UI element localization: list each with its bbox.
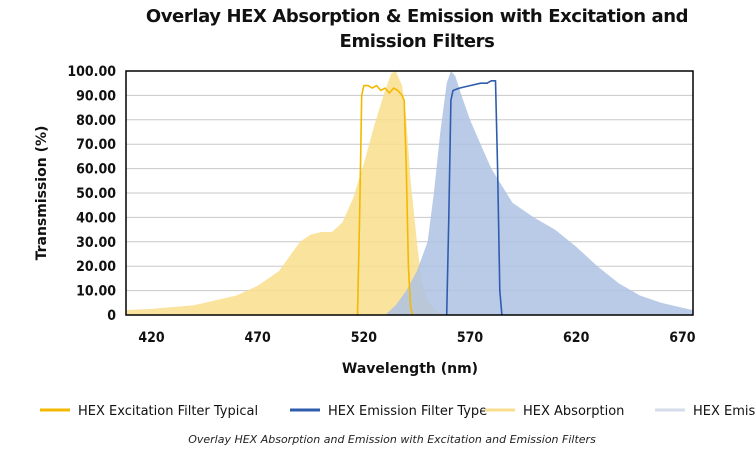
chart-title: Overlay HEX Absorption & Emission with E… (146, 6, 689, 52)
x-tick-labels: 420 470 520 570 620 670 (138, 330, 695, 346)
y-tick-label: 60.00 (76, 162, 116, 178)
x-tick-label: 620 (563, 330, 590, 346)
plot-border (125, 70, 694, 316)
legend-label: HEX Absorption (523, 404, 624, 419)
area-series (126, 71, 693, 315)
area-hex-emission (385, 71, 693, 315)
y-tick-label: 0 (107, 308, 116, 324)
area-hex-absorption (126, 71, 449, 315)
line-series (356, 80, 503, 316)
y-tick-label: 90.00 (76, 88, 116, 104)
y-tick-label: 100.00 (67, 64, 116, 80)
y-tick-label: 20.00 (76, 259, 116, 275)
x-tick-label: 520 (351, 330, 378, 346)
chart-title-line: Overlay HEX Absorption & Emission with E… (146, 6, 688, 27)
legend-label: HEX Emission Filter Type (328, 404, 487, 419)
x-tick-label: 570 (457, 330, 484, 346)
y-tick-labels: 0 10.00 20.00 30.00 40.00 50.00 60.00 70.00 80.0… (67, 64, 116, 324)
x-tick-label: 670 (669, 330, 696, 346)
legend-item: HEX Excitation Filter Typical (40, 404, 258, 419)
y-tick-label: 30.00 (76, 235, 116, 251)
y-tick-label: 50.00 (76, 186, 116, 202)
y-tick-label: 40.00 (76, 210, 116, 226)
chart-title-line: Emission Filters (340, 31, 495, 52)
y-tick-label: 80.00 (76, 113, 116, 129)
y-axis-label: Transmission (%) (34, 126, 50, 261)
legend-item: HEX Absorption (485, 404, 624, 419)
x-tick-label: 420 (138, 330, 165, 346)
x-axis-label: Wavelength (nm) (342, 361, 478, 377)
y-tick-label: 70.00 (76, 137, 116, 153)
y-tick-label: 10.00 (76, 284, 116, 300)
legend-label: HEX Excitation Filter Typical (78, 404, 258, 419)
legend-label: HEX Emission (693, 404, 755, 419)
line-hex-excitation-filter-typical (356, 84, 414, 316)
legend: HEX Excitation Filter Typical HEX Emissio… (40, 404, 755, 419)
line-hex-emission-filter-type (445, 80, 503, 316)
legend-item: HEX Emission (655, 404, 755, 419)
figure-caption: Overlay HEX Absorption and Emission with… (188, 433, 596, 446)
legend-item: HEX Emission Filter Type (290, 404, 487, 419)
x-tick-label: 470 (245, 330, 272, 346)
